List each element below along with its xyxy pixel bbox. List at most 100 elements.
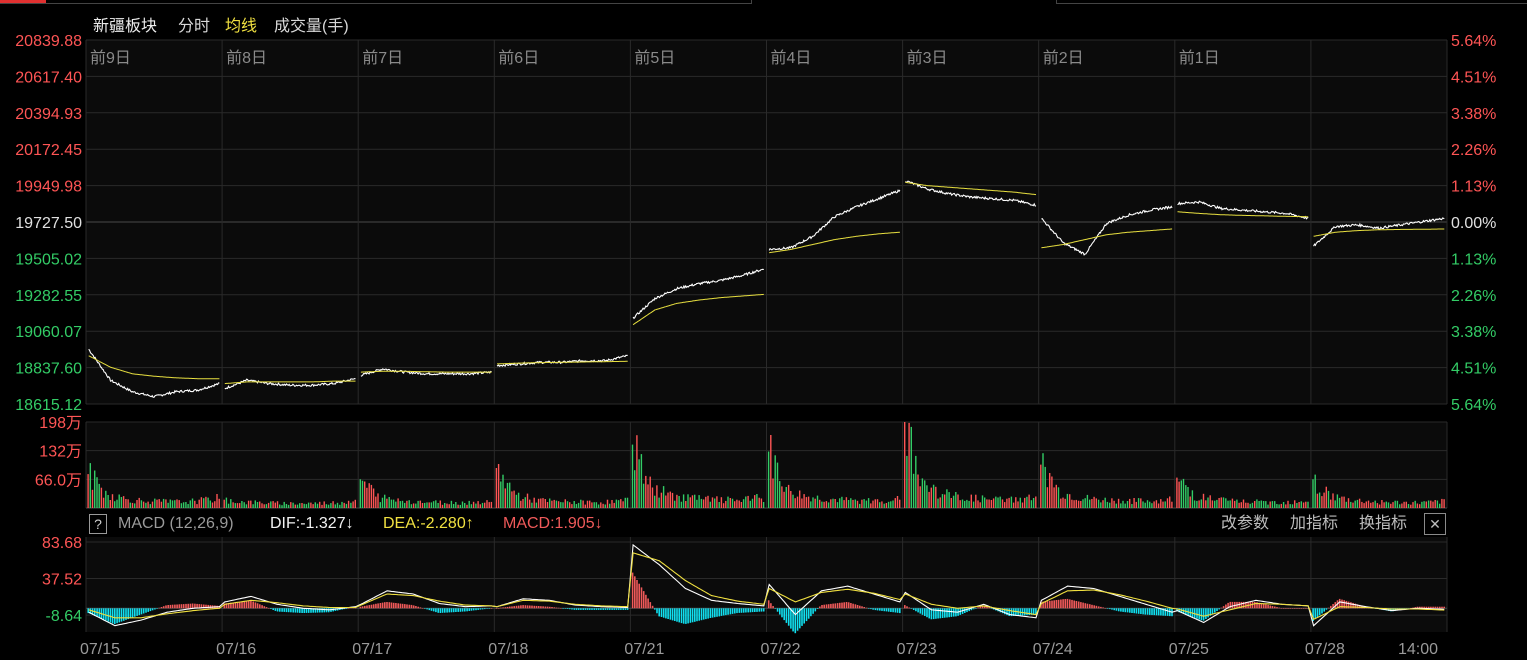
volume-bar bbox=[368, 483, 370, 508]
macd-histogram-bar bbox=[1434, 606, 1437, 609]
volume-bar bbox=[682, 494, 685, 508]
macd-histogram-bar bbox=[825, 604, 828, 609]
macd-histogram-bar bbox=[816, 608, 819, 609]
volume-bar bbox=[645, 475, 647, 508]
macd-macd-value: MACD:1.905↓ bbox=[503, 515, 603, 532]
help-icon[interactable]: ? bbox=[89, 514, 107, 534]
macd-histogram-bar bbox=[1202, 608, 1205, 621]
avg-line-segment bbox=[769, 231, 900, 254]
volume-bar bbox=[91, 489, 94, 508]
volume-bar bbox=[1137, 498, 1140, 508]
macd-histogram-bar bbox=[1238, 601, 1240, 609]
volume-bar bbox=[1117, 498, 1120, 508]
volume-bar bbox=[1265, 501, 1267, 508]
volume-bar bbox=[843, 500, 845, 508]
switch-indicator-button[interactable]: 换指标 bbox=[1359, 515, 1408, 532]
volume-bar bbox=[950, 498, 952, 508]
volume-bar bbox=[1109, 502, 1111, 508]
add-indicator-button[interactable]: 加指标 bbox=[1290, 515, 1339, 532]
change-params-button[interactable]: 改参数 bbox=[1221, 515, 1270, 532]
macd-histogram-bar bbox=[1060, 599, 1062, 609]
volume-bar bbox=[470, 504, 473, 508]
avg-line-segment bbox=[497, 360, 628, 365]
macd-histogram-bar bbox=[1057, 599, 1060, 609]
macd-histogram-bar bbox=[1162, 608, 1164, 616]
macd-histogram-bar bbox=[205, 604, 207, 609]
volume-tick-label: 132万 bbox=[39, 444, 82, 461]
volume-bar bbox=[694, 494, 696, 508]
volume-bar bbox=[1055, 484, 1057, 508]
day-label: 前4日 bbox=[771, 49, 812, 67]
macd-tick-label: 37.52 bbox=[42, 572, 82, 589]
header-tab-avg-line[interactable]: 均线 bbox=[225, 18, 258, 35]
macd-histogram-bar bbox=[573, 608, 576, 610]
macd-histogram-bar bbox=[435, 608, 437, 613]
macd-histogram-bar bbox=[1318, 608, 1321, 616]
close-icon[interactable]: ✕ bbox=[1424, 513, 1446, 535]
macd-histogram-bar bbox=[361, 606, 364, 609]
macd-histogram-bar bbox=[252, 601, 254, 609]
volume-bar bbox=[196, 504, 198, 508]
x-axis-label: 14:00 bbox=[1398, 641, 1438, 658]
macd-histogram-bar bbox=[1214, 608, 1216, 613]
macd-histogram-bar bbox=[299, 608, 301, 613]
volume-bar bbox=[330, 503, 332, 508]
volume-bar bbox=[267, 502, 270, 508]
macd-histogram-bar bbox=[939, 608, 942, 619]
macd-histogram-bar bbox=[1169, 608, 1171, 617]
volume-bar bbox=[745, 496, 747, 508]
macd-histogram-bar bbox=[1001, 608, 1004, 614]
volume-bar bbox=[1155, 500, 1158, 508]
macd-histogram-bar bbox=[256, 603, 259, 609]
macd-histogram-bar bbox=[1314, 608, 1317, 620]
volume-tick-label: 198万 bbox=[39, 415, 82, 432]
volume-bar bbox=[1361, 501, 1363, 508]
volume-bar bbox=[343, 502, 345, 508]
macd-histogram-bar bbox=[593, 608, 596, 610]
volume-bar bbox=[1216, 499, 1218, 508]
macd-histogram-bar bbox=[347, 608, 350, 609]
volume-bar bbox=[676, 494, 678, 508]
volume-bar bbox=[1307, 501, 1309, 508]
macd-histogram-bar bbox=[230, 602, 232, 609]
macd-histogram-bar bbox=[685, 608, 687, 624]
volume-bar bbox=[290, 502, 292, 508]
macd-histogram-bar bbox=[194, 603, 196, 609]
volume-bar bbox=[542, 498, 544, 508]
macd-histogram-bar bbox=[450, 608, 453, 613]
macd-histogram-bar bbox=[533, 605, 536, 609]
macd-histogram-bar bbox=[611, 608, 613, 610]
price-line-segment bbox=[224, 378, 356, 390]
macd-histogram-bar bbox=[323, 608, 326, 613]
volume-bar bbox=[787, 484, 790, 508]
volume-bar bbox=[1046, 487, 1049, 508]
volume-bar bbox=[301, 503, 303, 508]
volume-bar bbox=[915, 455, 917, 508]
macd-histogram-bar bbox=[830, 603, 832, 609]
macd-histogram-bar bbox=[638, 583, 640, 609]
header-tab-intraday[interactable]: 分时 bbox=[178, 18, 211, 35]
volume-bar bbox=[899, 499, 901, 508]
macd-histogram-bar bbox=[1160, 608, 1162, 616]
day-label: 前2日 bbox=[1043, 49, 1084, 67]
macd-histogram-bar bbox=[968, 608, 970, 612]
macd-histogram-bar bbox=[595, 608, 598, 610]
volume-bar bbox=[734, 501, 736, 508]
volume-bar bbox=[856, 500, 859, 508]
volume-bar bbox=[1376, 503, 1379, 508]
macd-histogram-bar bbox=[1129, 608, 1131, 613]
volume-bar bbox=[1111, 498, 1113, 508]
volume-bar bbox=[381, 497, 384, 508]
macd-histogram-bar bbox=[615, 608, 618, 610]
volume-bar bbox=[359, 479, 361, 508]
volume-bar bbox=[932, 484, 935, 508]
macd-histogram-bar bbox=[569, 608, 571, 610]
header-tab-volume[interactable]: 成交量(手) bbox=[274, 18, 349, 35]
volume-bar bbox=[209, 500, 211, 508]
volume-bar bbox=[1267, 504, 1269, 508]
volume-bar bbox=[999, 496, 1001, 508]
macd-histogram-bar bbox=[729, 608, 732, 615]
volume-bar bbox=[1421, 501, 1423, 508]
volume-bar bbox=[1378, 504, 1381, 508]
